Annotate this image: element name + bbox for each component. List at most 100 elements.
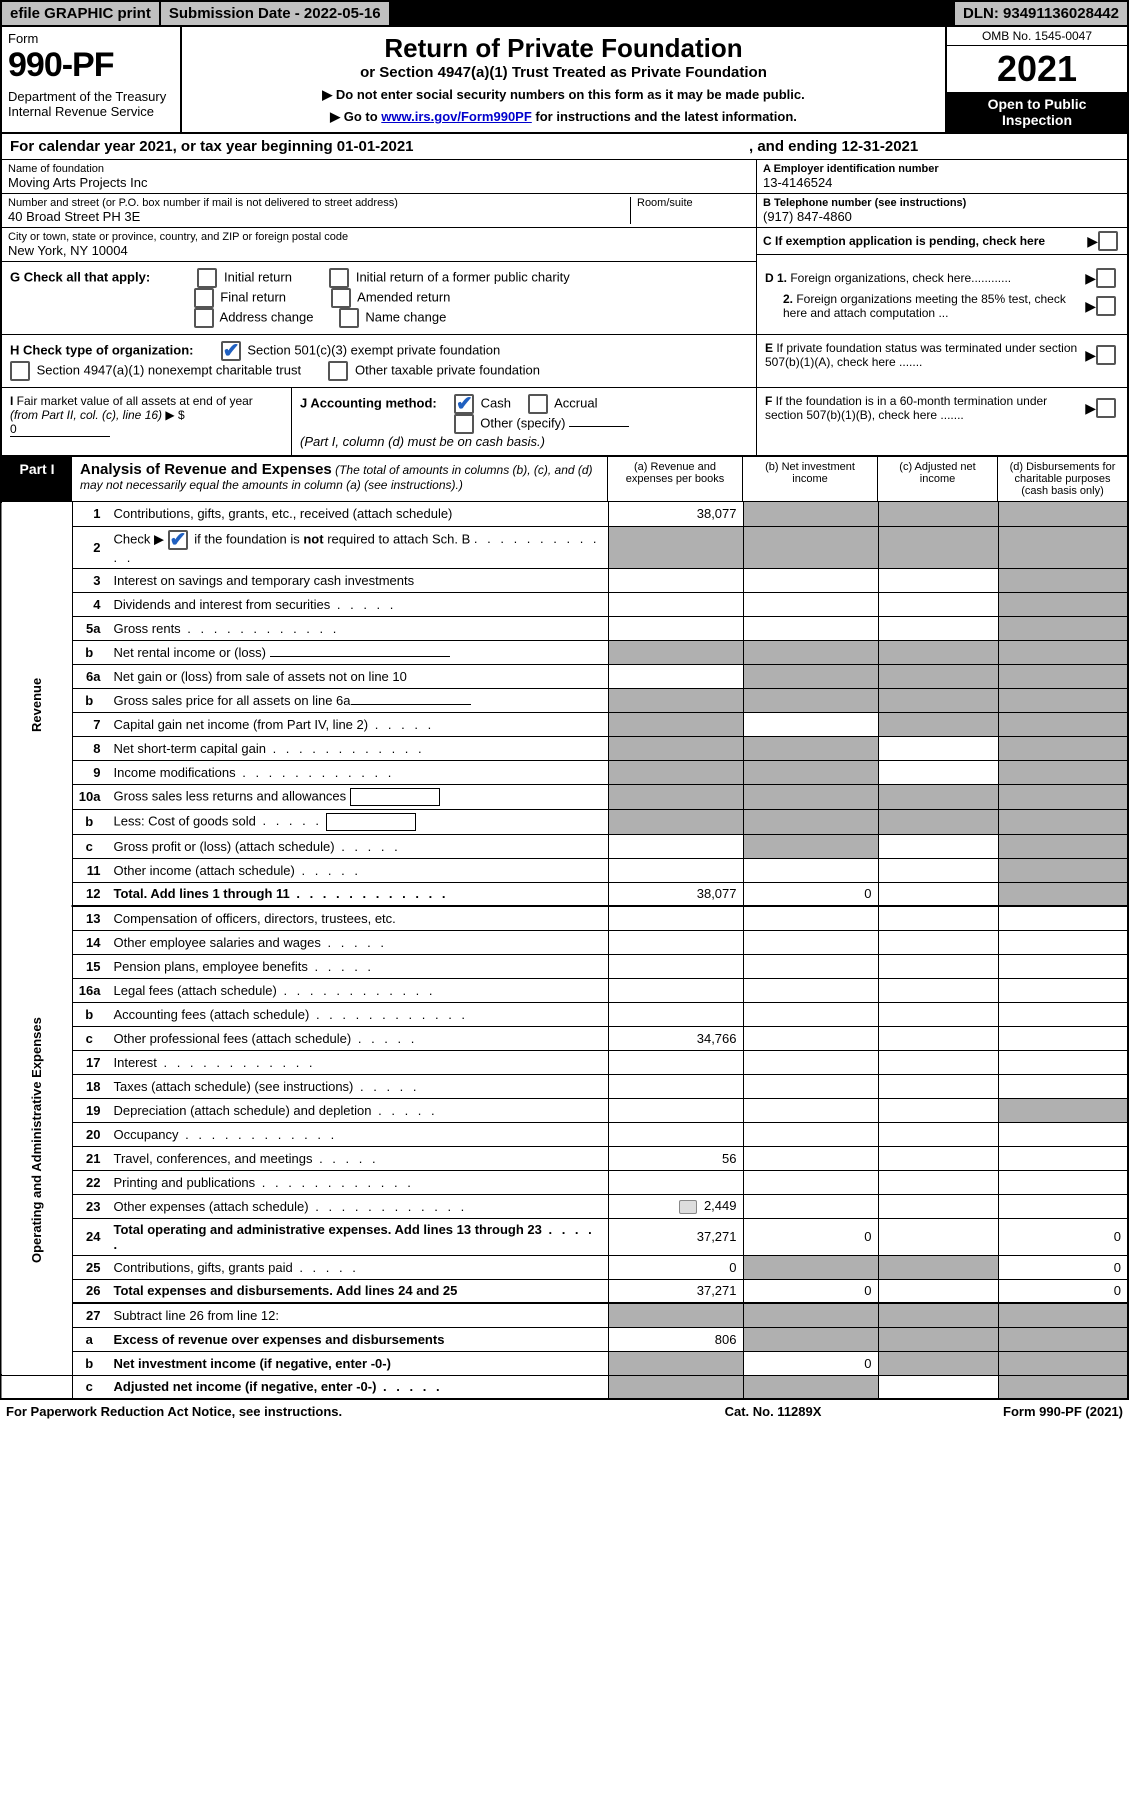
row-12-a: 38,077: [608, 882, 743, 906]
e-checkbox[interactable]: [1096, 345, 1116, 365]
table-row: 2 Check ▶ if the foundation is not requi…: [1, 526, 1128, 568]
arrow-icon: ▶: [1085, 400, 1096, 417]
row-26-a: 37,271: [608, 1279, 743, 1303]
g-amended-checkbox[interactable]: [331, 288, 351, 308]
attachment-icon[interactable]: [679, 1200, 697, 1214]
open-public-badge: Open to Public Inspection: [947, 92, 1127, 132]
row-16a-desc: Legal fees (attach schedule): [109, 978, 609, 1002]
h-4947-label: Section 4947(a)(1) nonexempt charitable …: [37, 362, 301, 377]
box-d2-label: 2. Foreign organizations meeting the 85%…: [765, 292, 1085, 320]
row-10b-field[interactable]: [326, 813, 416, 831]
row-10a-field[interactable]: [350, 788, 440, 806]
table-row: 9Income modifications: [1, 760, 1128, 784]
table-row: 6aNet gain or (loss) from sale of assets…: [1, 664, 1128, 688]
table-row: bGross sales price for all assets on lin…: [1, 688, 1128, 712]
box-h-label: H Check type of organization:: [10, 342, 193, 357]
g-initial-former-label: Initial return of a former public charit…: [356, 269, 570, 284]
row-25-d: 0: [998, 1255, 1128, 1279]
row-16c-a: 34,766: [608, 1026, 743, 1050]
department-label: Department of the TreasuryInternal Reven…: [8, 89, 174, 119]
box-g-label: G Check all that apply:: [10, 269, 150, 284]
g-initial-return-checkbox[interactable]: [197, 268, 217, 288]
row-16b-desc: Accounting fees (attach schedule): [109, 1002, 609, 1026]
row-5b-desc: Net rental income or (loss): [109, 640, 609, 664]
calendar-year-row: For calendar year 2021, or tax year begi…: [0, 134, 1129, 160]
row-10c-desc: Gross profit or (loss) (attach schedule): [109, 834, 609, 858]
row-21-desc: Travel, conferences, and meetings: [109, 1146, 609, 1170]
g-address-change-checkbox[interactable]: [194, 308, 214, 328]
table-row: cGross profit or (loss) (attach schedule…: [1, 834, 1128, 858]
row-6b-desc: Gross sales price for all assets on line…: [109, 688, 609, 712]
j-accrual-checkbox[interactable]: [528, 394, 548, 414]
box-f-label: F If the foundation is in a 60-month ter…: [765, 394, 1085, 422]
box-i: I Fair market value of all assets at end…: [2, 388, 292, 455]
box-d: D 1. Foreign organizations, check here..…: [757, 262, 1127, 334]
row-18-desc: Taxes (attach schedule) (see instruction…: [109, 1074, 609, 1098]
h-501c3-checkbox[interactable]: [221, 341, 241, 361]
table-row: 7Capital gain net income (from Part IV, …: [1, 712, 1128, 736]
form-subtitle: or Section 4947(a)(1) Trust Treated as P…: [188, 64, 939, 81]
row-5b-field[interactable]: [270, 656, 450, 657]
row-12-desc: Total. Add lines 1 through 11: [109, 882, 609, 906]
box-h: H Check type of organization: Section 50…: [2, 335, 757, 387]
h-other-taxable-checkbox[interactable]: [328, 361, 348, 381]
form-header: Form 990-PF Department of the TreasuryIn…: [0, 27, 1129, 134]
j-accrual-label: Accrual: [554, 395, 597, 410]
row-2-checkbox[interactable]: [168, 530, 188, 550]
row-2-desc: Check ▶ if the foundation is not require…: [109, 526, 609, 568]
j-cash-checkbox[interactable]: [454, 394, 474, 414]
table-row: Revenue 1 Contributions, gifts, grants, …: [1, 502, 1128, 526]
table-row: 25Contributions, gifts, grants paid 0 0: [1, 1255, 1128, 1279]
d2-checkbox[interactable]: [1096, 296, 1116, 316]
h-other-taxable-label: Other taxable private foundation: [355, 362, 540, 377]
table-row: 17Interest: [1, 1050, 1128, 1074]
row-27b-b: 0: [743, 1351, 878, 1375]
g-initial-former-checkbox[interactable]: [329, 268, 349, 288]
room-label: Room/suite: [637, 197, 750, 209]
row-5a-desc: Gross rents: [109, 616, 609, 640]
j-other-checkbox[interactable]: [454, 414, 474, 434]
form-instruction-1: ▶ Do not enter social security numbers o…: [188, 87, 939, 103]
g-name-change-checkbox[interactable]: [339, 308, 359, 328]
g-amended-label: Amended return: [357, 289, 450, 304]
table-row: 3Interest on savings and temporary cash …: [1, 568, 1128, 592]
row-27b-desc: Net investment income (if negative, ente…: [109, 1351, 609, 1375]
row-27c-desc: Adjusted net income (if negative, enter …: [109, 1375, 609, 1399]
g-final-return-checkbox[interactable]: [194, 288, 214, 308]
f-checkbox[interactable]: [1096, 398, 1116, 418]
row-25-desc: Contributions, gifts, grants paid: [109, 1255, 609, 1279]
efile-print-button[interactable]: efile GRAPHIC print: [2, 2, 161, 25]
foundation-info: Name of foundation Moving Arts Projects …: [0, 160, 1129, 262]
row-6b-field[interactable]: [351, 704, 471, 705]
table-row: 10aGross sales less returns and allowanc…: [1, 784, 1128, 809]
j-other-field[interactable]: [569, 426, 629, 427]
d1-checkbox[interactable]: [1096, 268, 1116, 288]
ein-label: A Employer identification number: [763, 163, 1121, 175]
irs-link[interactable]: www.irs.gov/Form990PF: [381, 109, 532, 124]
table-row: 18Taxes (attach schedule) (see instructi…: [1, 1074, 1128, 1098]
arrow-icon: ▶: [1085, 270, 1096, 287]
row-27a-desc: Excess of revenue over expenses and disb…: [109, 1327, 609, 1351]
table-row: 8Net short-term capital gain: [1, 736, 1128, 760]
h-4947-checkbox[interactable]: [10, 361, 30, 381]
row-10b-desc: Less: Cost of goods sold: [109, 809, 609, 834]
form-footer-id: Form 990-PF (2021): [873, 1404, 1123, 1419]
form-instruction-2: ▶ Go to www.irs.gov/Form990PF for instru…: [188, 109, 939, 125]
name-label: Name of foundation: [8, 163, 750, 175]
row-7-desc: Capital gain net income (from Part IV, l…: [109, 712, 609, 736]
part-1-table: Revenue 1 Contributions, gifts, grants, …: [0, 502, 1129, 1400]
box-c-checkbox[interactable]: [1098, 231, 1118, 251]
row-g-d: G Check all that apply: Initial return I…: [0, 262, 1129, 335]
row-27-desc: Subtract line 26 from line 12:: [109, 1303, 609, 1327]
form-title-block: Return of Private Foundation or Section …: [182, 27, 947, 132]
form-id-block: Form 990-PF Department of the TreasuryIn…: [2, 27, 182, 132]
row-27a-a: 806: [608, 1327, 743, 1351]
row-24-desc: Total operating and administrative expen…: [109, 1218, 609, 1255]
name-cell: Name of foundation Moving Arts Projects …: [2, 160, 756, 194]
table-row: cAdjusted net income (if negative, enter…: [1, 1375, 1128, 1399]
row-26-b: 0: [743, 1279, 878, 1303]
row-15-desc: Pension plans, employee benefits: [109, 954, 609, 978]
telephone-cell: B Telephone number (see instructions) (9…: [757, 194, 1127, 228]
g-name-change-label: Name change: [365, 309, 446, 324]
city-label: City or town, state or province, country…: [8, 231, 750, 243]
